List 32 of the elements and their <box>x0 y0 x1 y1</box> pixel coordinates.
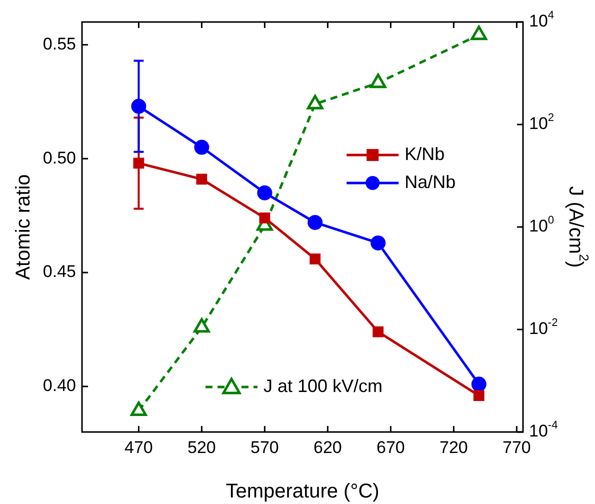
point <box>194 318 210 333</box>
point <box>196 174 208 185</box>
y-tick-label: 0.40 <box>42 376 76 396</box>
point <box>470 26 488 40</box>
point <box>370 74 386 88</box>
y-tick-label: 0.55 <box>42 34 76 54</box>
legend-label: Na/Nb <box>404 172 456 192</box>
point <box>471 376 486 392</box>
legend-label: K/Nb <box>404 144 445 164</box>
point <box>372 326 384 338</box>
legend-label: J at 100 kV/cm <box>263 376 383 396</box>
point <box>310 253 321 264</box>
x-tick-label: 670 <box>376 438 405 458</box>
point <box>259 212 270 224</box>
x-tick-label: 520 <box>188 438 216 458</box>
y-axis-title: Atomic ratio <box>12 174 35 280</box>
x-tick-label: 470 <box>124 438 153 458</box>
x-tick-label: 720 <box>440 438 468 458</box>
x-tick-label: 620 <box>314 438 342 458</box>
x-axis-title: Temperature (°C) <box>226 480 380 503</box>
point <box>194 140 210 155</box>
x-tick-label: 770 <box>502 438 531 458</box>
point <box>130 401 147 416</box>
point <box>306 94 324 110</box>
point <box>370 235 386 250</box>
point <box>308 214 323 230</box>
x-tick-label: 570 <box>250 438 279 458</box>
y-tick-label: 0.45 <box>42 262 76 282</box>
point <box>257 185 272 200</box>
y2-axis-title: J (A/cm2) <box>564 186 592 268</box>
point <box>473 390 484 402</box>
y-tick-label: 0.50 <box>42 148 76 168</box>
